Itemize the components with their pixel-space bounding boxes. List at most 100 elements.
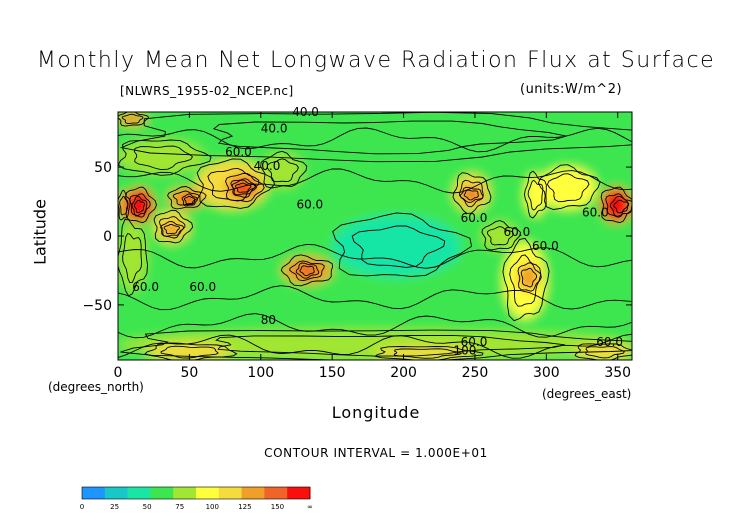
contour-label: 40.0 [261, 122, 288, 136]
colorbar-swatch [104, 487, 129, 499]
contour-label: 100 [454, 343, 477, 357]
contour-lines [118, 112, 632, 360]
x-tick-label: 100 [247, 365, 274, 381]
contour-line [144, 342, 238, 360]
contour-label: 60.0 [596, 335, 623, 349]
units-label: (units:W/m^2) [520, 82, 623, 97]
y-tick-label: 50 [94, 160, 112, 176]
contour-label: 60.0 [532, 239, 559, 253]
contour-line [133, 199, 145, 214]
y-tick-label: 0 [103, 229, 112, 245]
contour-line [118, 219, 148, 297]
contour-line [160, 345, 219, 359]
contour-line [118, 139, 212, 176]
x-tick-label: 50 [180, 365, 198, 381]
contour-line [487, 226, 514, 246]
contour-line [118, 313, 632, 339]
colorbar-swatch [173, 487, 197, 499]
colorbar-swatch [82, 487, 106, 499]
contour-line [160, 220, 185, 237]
colorbar-swatch [264, 487, 288, 499]
contour-label: 60.0 [582, 206, 609, 220]
contour-line [600, 186, 632, 224]
contour-label: 60.0 [461, 335, 488, 349]
contour-line [120, 329, 632, 360]
colorbar-tick-label: 150 [271, 503, 284, 511]
contour-line [260, 150, 308, 189]
contour-line [118, 243, 632, 269]
contour-line [393, 348, 463, 359]
contour-line [459, 186, 484, 203]
heatmap-region [539, 167, 597, 209]
contour-line [585, 346, 625, 359]
colorbar: 0 25 50 75 100 125 150 ∞ [80, 486, 313, 511]
contour-line [133, 145, 194, 171]
contour-label: 60.0 [504, 225, 531, 239]
contour-line [546, 173, 590, 203]
axes: 0 50 100 150 200 250 300 350 50 0 −50 [82, 112, 632, 381]
colorbar-tick-label: ∞ [307, 503, 313, 511]
colorbar-tick-label: 75 [175, 503, 184, 511]
contour-line [280, 254, 333, 287]
colorbar-frame [81, 486, 311, 500]
colorbar-tick-label: 50 [143, 503, 152, 511]
contour-line [181, 193, 199, 207]
x-tick-label: 350 [604, 365, 631, 381]
contour-label: 80 [261, 313, 276, 327]
contour-line [212, 120, 567, 155]
contour-line [332, 212, 473, 277]
y-tick-label: −50 [82, 298, 112, 314]
contour-interval-label: CONTOUR INTERVAL = 1.000E+01 [264, 446, 488, 460]
x-tick-label: 0 [114, 365, 123, 381]
contour-line [118, 168, 632, 194]
contour-line [118, 333, 632, 359]
contour-line [520, 267, 537, 288]
contour-line [231, 179, 256, 196]
contour-label: 60.0 [225, 145, 252, 159]
contour-line [463, 189, 479, 201]
contour-line [122, 232, 143, 284]
contour-line [574, 343, 632, 360]
colorbar-swatch [218, 487, 243, 499]
contour-line [215, 334, 565, 357]
x-tick-label: 250 [462, 365, 489, 381]
contour-label: 40.0 [254, 159, 281, 173]
contour-line [299, 265, 315, 277]
contour-line [207, 167, 260, 202]
heatmap-region [118, 329, 632, 360]
contour-line [509, 254, 542, 307]
heatmap-region [118, 112, 632, 161]
x-tick-label: 300 [533, 365, 560, 381]
heatmap-regions [118, 112, 632, 360]
heatmap-region [375, 346, 475, 360]
contour-line [183, 195, 196, 205]
contour-line [153, 209, 194, 244]
heatmap-field [118, 112, 632, 360]
contour-line [121, 113, 144, 124]
contour-line [163, 223, 181, 235]
colorbar-tick-label: 0 [80, 503, 84, 511]
contour-line [118, 127, 632, 153]
x-tick-label: 200 [390, 365, 417, 381]
contour-line [266, 158, 299, 183]
contour-line [537, 164, 601, 210]
contour-line [118, 285, 632, 311]
contour-line [517, 262, 542, 292]
contour-label: 60.0 [132, 280, 159, 294]
colorbar-swatch [241, 487, 265, 499]
contour-line [374, 346, 484, 360]
x-axis-unit: (degrees_east) [542, 387, 632, 401]
colorbar-tick-label: 100 [206, 503, 219, 511]
contour-labels: 40.040.040.060.060.060.060.060.0 60.060.0… [132, 105, 623, 357]
chart-title: Monthly Mean Net Longwave Radiation Flux… [36, 48, 716, 73]
contour-line [119, 195, 129, 216]
contour-line [289, 260, 325, 282]
contour-line [129, 193, 151, 218]
contour-line [613, 199, 630, 214]
contour-line [351, 225, 446, 268]
contour-line [609, 195, 632, 217]
contour-line [119, 112, 632, 163]
heatmap-region [332, 215, 461, 278]
x-axis-label: Longitude [331, 403, 421, 422]
